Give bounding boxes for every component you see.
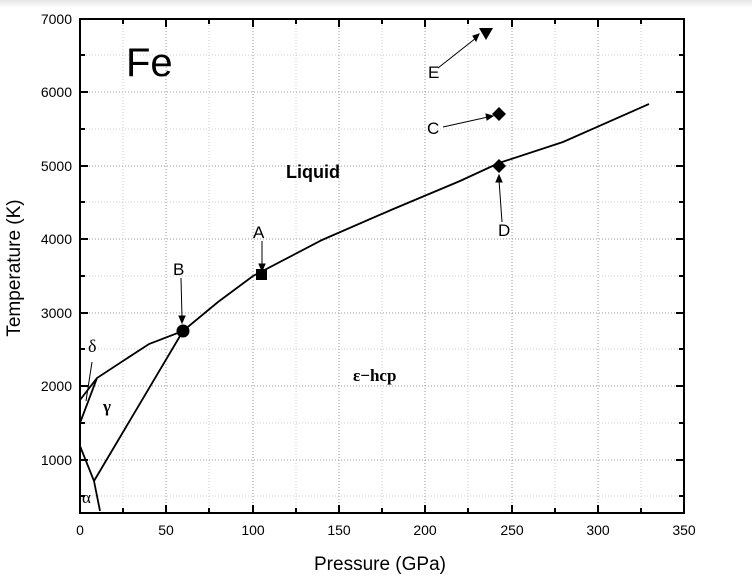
x-tick-50: 50 bbox=[158, 522, 174, 538]
point-labels: A B C D E bbox=[173, 63, 510, 279]
top-shadow bbox=[0, 0, 752, 8]
point-c-diamond-marker bbox=[492, 107, 506, 121]
x-axis-label: Pressure (GPa) bbox=[314, 554, 446, 575]
phase-boundaries bbox=[79, 103, 650, 512]
x-tick-300: 300 bbox=[586, 522, 610, 538]
data-points bbox=[176, 28, 506, 338]
y-tick-2000: 2000 bbox=[41, 378, 72, 394]
y-axis-label: Temperature (K) bbox=[4, 199, 25, 336]
point-a-square-marker bbox=[256, 269, 267, 280]
gamma-epsilon-boundary bbox=[93, 330, 184, 482]
grid bbox=[80, 19, 684, 513]
axis-ticks bbox=[80, 19, 684, 513]
point-b-circle-marker bbox=[176, 324, 190, 338]
chart-title-fe: Fe bbox=[126, 41, 173, 85]
y-tick-7000: 7000 bbox=[41, 11, 72, 27]
y-tick-labels: 7000 6000 5000 4000 3000 2000 1000 bbox=[41, 11, 72, 468]
delta-pointer bbox=[85, 361, 93, 402]
point-d-diamond-marker bbox=[492, 159, 506, 173]
x-tick-250: 250 bbox=[500, 522, 524, 538]
point-e-triangle-down-marker bbox=[479, 28, 493, 40]
y-tick-1000: 1000 bbox=[41, 452, 72, 468]
x-tick-350: 350 bbox=[672, 522, 696, 538]
delta-region-label: δ bbox=[88, 336, 96, 356]
point-d-label: D bbox=[498, 221, 510, 240]
x-tick-150: 150 bbox=[327, 522, 351, 538]
gamma-region-label: γ bbox=[102, 397, 111, 416]
point-e-label: E bbox=[428, 63, 439, 82]
alpha-gamma-boundary bbox=[79, 445, 95, 482]
point-a-label: A bbox=[253, 223, 265, 242]
x-tick-100: 100 bbox=[241, 522, 265, 538]
melting-curve bbox=[79, 103, 650, 401]
delta-gamma-boundary bbox=[79, 377, 98, 424]
x-tick-200: 200 bbox=[413, 522, 437, 538]
point-b-label: B bbox=[173, 260, 184, 279]
hcp-region-label: ε−hcp bbox=[353, 366, 396, 385]
alpha-epsilon-boundary bbox=[93, 480, 101, 512]
y-tick-5000: 5000 bbox=[41, 158, 72, 174]
y-tick-3000: 3000 bbox=[41, 305, 72, 321]
y-tick-4000: 4000 bbox=[41, 231, 72, 247]
alpha-region-label: α bbox=[82, 488, 91, 507]
x-tick-labels: 0 50 100 150 200 250 300 350 bbox=[76, 522, 696, 538]
liquid-region-label: Liquid bbox=[286, 162, 340, 182]
x-tick-0: 0 bbox=[76, 522, 84, 538]
point-c-label: C bbox=[427, 119, 439, 138]
y-tick-6000: 6000 bbox=[41, 84, 72, 100]
annotation-arrows bbox=[178, 33, 503, 325]
